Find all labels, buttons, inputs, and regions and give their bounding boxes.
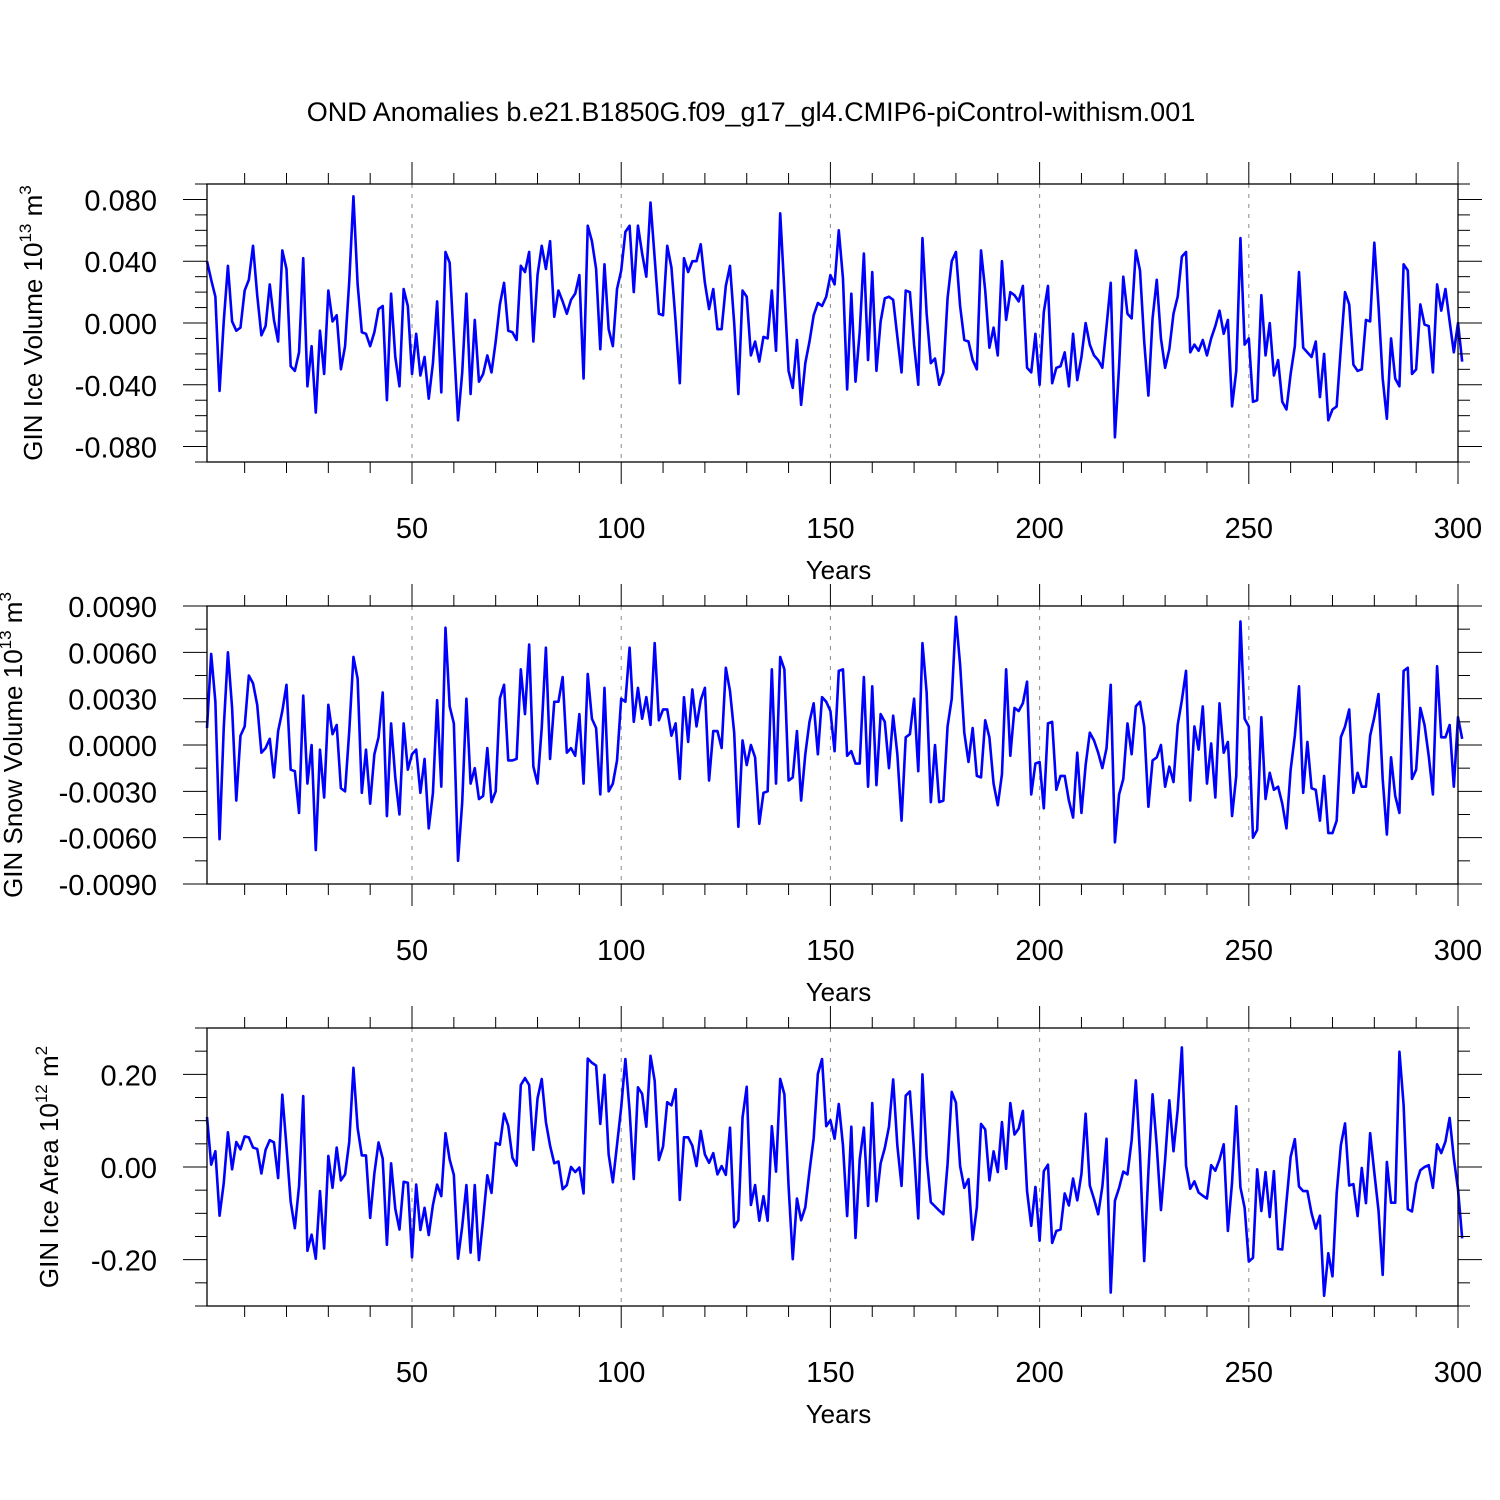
series-line — [205, 1046, 1464, 1298]
y-tick-label: 0.000 — [84, 309, 157, 341]
x-tick-label: 250 — [1225, 1357, 1273, 1389]
y-tick-label: -0.040 — [75, 371, 157, 403]
chart-panel-3: 50 100 150 200 250 300 -0.20 0.00 0.20 Years GIN I… — [32, 1006, 1482, 1429]
x-tick-label: 100 — [597, 513, 645, 545]
y-tick-label: 0.20 — [101, 1060, 157, 1092]
y-axis-label-unit-exponent: 3 — [0, 592, 15, 601]
y-tick-label: -0.0060 — [59, 824, 157, 856]
y-axis-label-unit-exponent: 2 — [32, 1046, 51, 1055]
x-tick-label: 150 — [806, 513, 854, 545]
y-tick-label: -0.20 — [91, 1246, 157, 1278]
x-tick-label: 100 — [597, 1357, 645, 1389]
chart-panel-1: 50 100 150 200 250 300 -0.080 -0.040 0.000 0.040 0… — [16, 162, 1482, 585]
x-axis-label: Years — [806, 555, 872, 585]
y-tick-label: 0.0060 — [68, 638, 157, 670]
x-tick-label: 150 — [806, 935, 854, 967]
y-axis-label-unit: m — [34, 1055, 64, 1084]
y-tick-label: 0.0030 — [68, 685, 157, 717]
x-tick-label: 300 — [1434, 1357, 1482, 1389]
chart-title: OND Anomalies b.e21.B1850G.f09_g17_gl4.C… — [307, 97, 1195, 127]
x-tick-label: 50 — [396, 935, 428, 967]
x-tick-label: 150 — [806, 1357, 854, 1389]
y-tick-label: 0.080 — [84, 185, 157, 217]
x-tick-label: 200 — [1015, 1357, 1063, 1389]
y-axis-label-exponent: 13 — [16, 224, 35, 243]
x-axis-label: Years — [806, 1399, 872, 1429]
x-tick-label: 250 — [1225, 935, 1273, 967]
y-axis-label: GIN Snow Volume 1013 m3 — [0, 592, 28, 898]
y-tick-label: 0.0000 — [68, 731, 157, 763]
y-tick-label: 0.0090 — [68, 592, 157, 624]
y-axis-label: GIN Ice Volume 1013 m3 — [16, 185, 48, 461]
x-tick-label: 300 — [1434, 513, 1482, 545]
y-tick-label: -0.0030 — [59, 777, 157, 809]
chart-panel-2: 50 100 150 200 250 300 -0.0090 -0.0060 -0.0030 0.… — [0, 584, 1482, 1007]
x-axis-label: Years — [806, 977, 872, 1007]
y-tick-label: 0.040 — [84, 247, 157, 279]
y-axis-label-exponent: 12 — [32, 1084, 51, 1103]
x-tick-label: 300 — [1434, 935, 1482, 967]
plot-frame — [206, 1027, 1459, 1307]
series-line — [205, 195, 1464, 439]
y-axis-label-unit-exponent: 3 — [16, 185, 35, 194]
y-axis-label-unit: m — [18, 195, 48, 224]
y-tick-label: -0.080 — [75, 433, 157, 465]
y-axis-label-main: GIN Snow Volume 10 — [0, 649, 28, 898]
y-axis-label-unit: m — [0, 602, 28, 631]
series-line — [205, 615, 1464, 863]
x-tick-label: 200 — [1015, 935, 1063, 967]
x-tick-label: 50 — [396, 1357, 428, 1389]
y-axis-label-main: GIN Ice Volume 10 — [18, 243, 48, 461]
x-tick-label: 200 — [1015, 513, 1063, 545]
y-axis-label: GIN Ice Area 1012 m2 — [32, 1046, 64, 1288]
y-axis-label-main: GIN Ice Area 10 — [34, 1103, 64, 1288]
y-tick-label: -0.0090 — [59, 870, 157, 902]
panels: 50 100 150 200 250 300-0.080-0.0400.0000.0400… — [0, 162, 1482, 1429]
y-axis-label-exponent: 13 — [0, 630, 15, 649]
y-tick-label: 0.00 — [101, 1153, 157, 1185]
x-tick-label: 50 — [396, 513, 428, 545]
x-tick-label: 250 — [1225, 513, 1273, 545]
plot-frame — [206, 605, 1459, 885]
x-tick-label: 100 — [597, 935, 645, 967]
